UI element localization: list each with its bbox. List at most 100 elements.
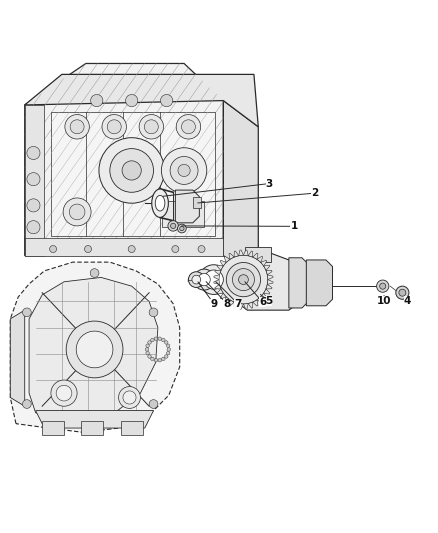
- Polygon shape: [264, 289, 270, 294]
- Circle shape: [146, 351, 149, 355]
- Text: 4: 4: [404, 296, 411, 306]
- Circle shape: [178, 164, 190, 176]
- Circle shape: [149, 400, 158, 408]
- Circle shape: [65, 115, 89, 139]
- Circle shape: [396, 286, 409, 299]
- Text: 6: 6: [259, 297, 266, 308]
- Circle shape: [181, 120, 195, 134]
- Text: 2: 2: [311, 188, 319, 198]
- Polygon shape: [229, 300, 234, 306]
- Polygon shape: [244, 304, 248, 309]
- Circle shape: [151, 357, 154, 361]
- Circle shape: [22, 308, 31, 317]
- Polygon shape: [248, 251, 253, 257]
- Circle shape: [165, 355, 168, 358]
- Polygon shape: [239, 253, 297, 310]
- Circle shape: [107, 120, 121, 134]
- Polygon shape: [25, 63, 223, 256]
- Polygon shape: [217, 265, 223, 270]
- Polygon shape: [214, 275, 219, 280]
- Circle shape: [148, 341, 151, 344]
- Circle shape: [168, 221, 178, 231]
- Polygon shape: [193, 197, 201, 207]
- Polygon shape: [266, 270, 272, 275]
- Circle shape: [27, 173, 40, 185]
- Circle shape: [145, 348, 149, 351]
- Circle shape: [160, 94, 173, 107]
- Polygon shape: [11, 310, 25, 406]
- Polygon shape: [29, 277, 158, 420]
- Circle shape: [91, 94, 103, 107]
- Polygon shape: [11, 262, 180, 432]
- Circle shape: [166, 344, 170, 348]
- Circle shape: [233, 269, 254, 290]
- Circle shape: [148, 355, 151, 358]
- Polygon shape: [261, 293, 267, 299]
- Circle shape: [102, 115, 127, 139]
- Polygon shape: [42, 422, 64, 434]
- Polygon shape: [289, 258, 308, 308]
- Polygon shape: [268, 275, 273, 280]
- Circle shape: [146, 344, 149, 348]
- Polygon shape: [220, 260, 226, 266]
- Circle shape: [177, 224, 186, 233]
- Circle shape: [162, 357, 165, 361]
- Circle shape: [204, 270, 223, 289]
- Polygon shape: [51, 111, 215, 236]
- Circle shape: [380, 283, 386, 289]
- Polygon shape: [81, 422, 103, 434]
- Polygon shape: [253, 253, 258, 259]
- Polygon shape: [224, 256, 230, 262]
- Circle shape: [119, 386, 141, 408]
- Polygon shape: [224, 297, 230, 303]
- Circle shape: [170, 157, 198, 184]
- Circle shape: [154, 337, 158, 341]
- Polygon shape: [264, 265, 270, 270]
- Text: 8: 8: [223, 298, 230, 309]
- Circle shape: [63, 198, 91, 226]
- Circle shape: [158, 359, 162, 362]
- Polygon shape: [245, 247, 272, 262]
- Circle shape: [166, 351, 170, 355]
- Polygon shape: [234, 302, 239, 308]
- Polygon shape: [253, 300, 258, 306]
- Circle shape: [161, 148, 207, 193]
- Circle shape: [158, 337, 162, 341]
- Circle shape: [22, 400, 31, 408]
- Circle shape: [145, 120, 158, 134]
- Polygon shape: [214, 280, 219, 285]
- Polygon shape: [306, 260, 332, 306]
- Circle shape: [232, 279, 241, 287]
- Ellipse shape: [152, 189, 168, 217]
- Polygon shape: [266, 285, 272, 289]
- Polygon shape: [217, 289, 223, 294]
- Polygon shape: [232, 275, 239, 290]
- Polygon shape: [220, 293, 226, 299]
- Circle shape: [123, 391, 136, 404]
- Circle shape: [239, 274, 248, 285]
- Polygon shape: [244, 250, 248, 256]
- Circle shape: [151, 338, 154, 342]
- Polygon shape: [162, 201, 204, 227]
- Polygon shape: [229, 253, 234, 259]
- Circle shape: [228, 274, 245, 292]
- Text: 1: 1: [290, 221, 298, 231]
- Circle shape: [70, 120, 84, 134]
- Circle shape: [165, 341, 168, 344]
- Text: 3: 3: [265, 179, 273, 189]
- Circle shape: [154, 359, 158, 362]
- Circle shape: [198, 246, 205, 253]
- Circle shape: [226, 262, 261, 297]
- Polygon shape: [268, 280, 273, 285]
- Circle shape: [49, 246, 57, 253]
- Circle shape: [139, 115, 163, 139]
- Text: 10: 10: [377, 296, 391, 306]
- Circle shape: [27, 147, 40, 159]
- Circle shape: [162, 338, 165, 342]
- Polygon shape: [257, 256, 263, 262]
- Polygon shape: [35, 410, 153, 428]
- Polygon shape: [25, 105, 44, 256]
- Circle shape: [76, 331, 113, 368]
- Circle shape: [219, 255, 268, 304]
- Polygon shape: [223, 101, 258, 282]
